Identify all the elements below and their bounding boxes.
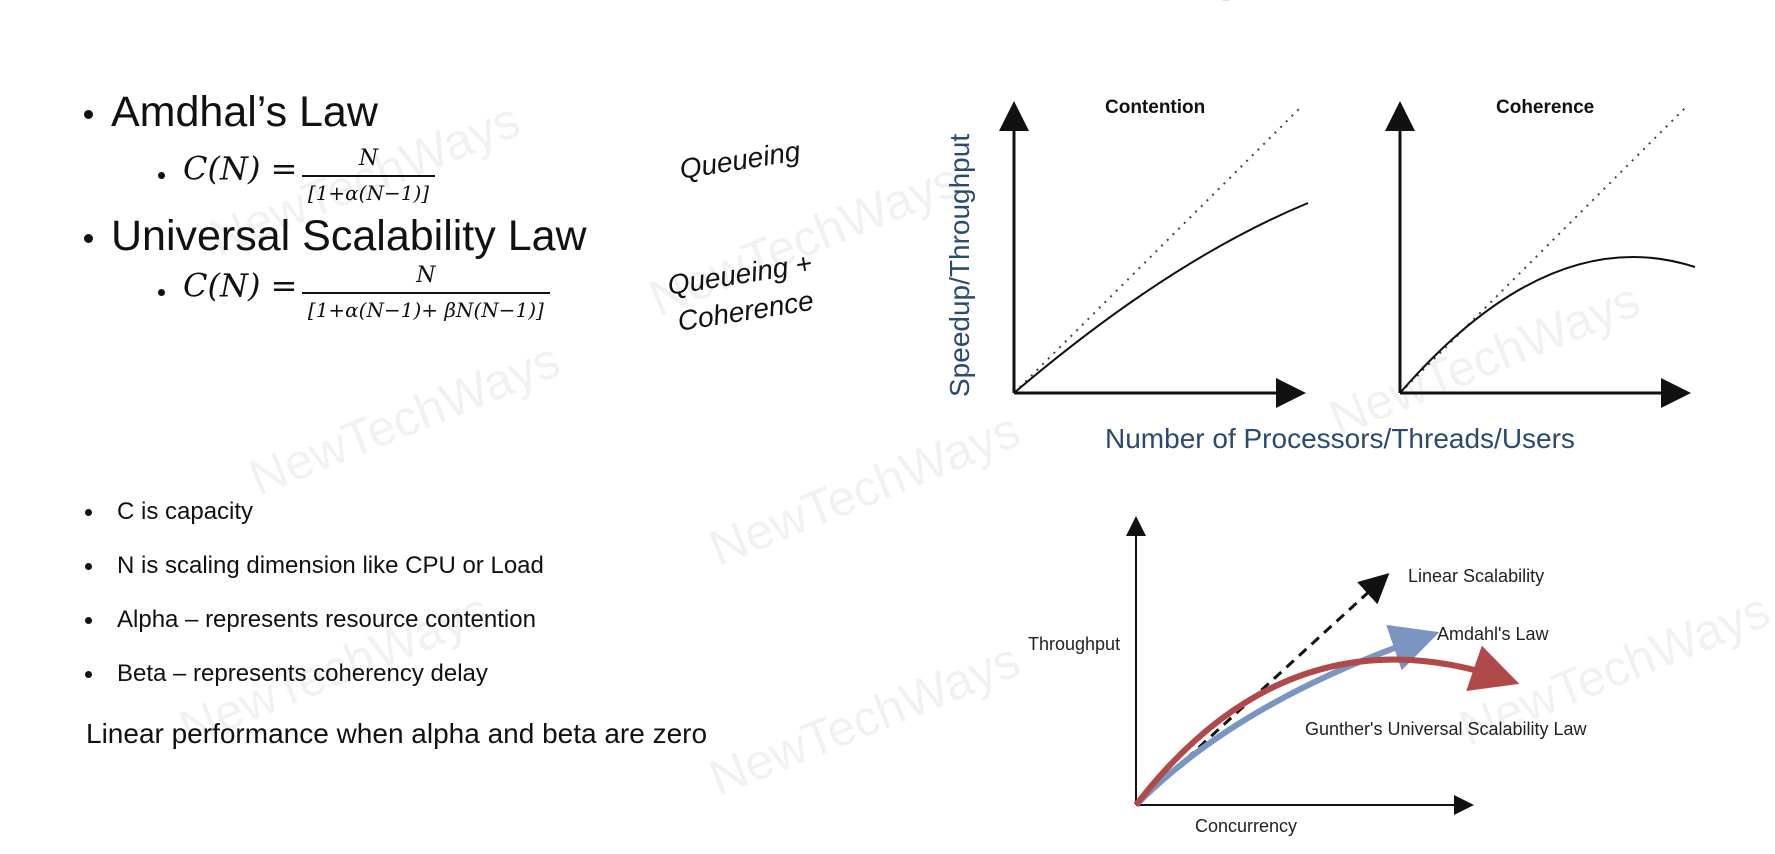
formula-usl: C(N) = N [1+α(N−1)+ βN(N−1)] xyxy=(158,263,550,322)
watermark: NewTechWays xyxy=(241,331,568,507)
series-label-amdahl: Amdahl's Law xyxy=(1437,624,1549,644)
bottom-chart: Linear Scalability Amdahl's Law Gunther'… xyxy=(1028,516,1588,836)
series-label-usl: Gunther's Universal Scalability Law xyxy=(1305,719,1588,739)
conclusion-text: Linear performance when alpha and beta a… xyxy=(86,718,708,749)
x-axis-label: Concurrency xyxy=(1195,816,1297,836)
formula-fraction: N [1+α(N−1)+ βN(N−1)] xyxy=(301,263,550,322)
formula-denominator: [1+α(N−1)] xyxy=(301,175,436,205)
top-charts: Speedup/Throughput Contention Coherence … xyxy=(944,97,1696,454)
list-item: Alpha – represents resource contention xyxy=(85,606,536,634)
list-item: N is scaling dimension like CPU or Load xyxy=(85,552,544,580)
coherence-curve xyxy=(1399,256,1696,394)
title-fragment xyxy=(1195,0,1265,12)
formula-denominator: [1+α(N−1)+ βN(N−1)] xyxy=(301,292,550,322)
list-item: Beta – represents coherency delay xyxy=(85,660,488,688)
contention-curve xyxy=(1013,202,1309,394)
x-axis-label: Number of Processors/Threads/Users xyxy=(1105,423,1575,454)
bullet-icon xyxy=(158,172,165,179)
linear-reference-line xyxy=(1013,107,1301,394)
formula-amdahl: C(N) = N [1+α(N−1)] xyxy=(158,146,436,205)
panel-title: Contention xyxy=(1105,97,1205,118)
formula-fraction: N [1+α(N−1)] xyxy=(301,146,436,205)
formula-numerator: N xyxy=(358,146,379,171)
law-usl: Universal Scalability Law xyxy=(84,212,587,261)
y-axis-label: Throughput xyxy=(1028,634,1120,654)
panel-title: Coherence xyxy=(1496,97,1594,118)
annotation-queueing: Queueing xyxy=(677,135,803,185)
bullet-icon xyxy=(158,289,165,296)
formula-lhs: C(N) = xyxy=(183,266,298,305)
bullet-icon xyxy=(84,110,93,120)
formula-lhs: C(N) = xyxy=(183,149,298,188)
law-amdahl: Amdhal’s Law xyxy=(84,88,378,137)
series-label-linear: Linear Scalability xyxy=(1408,566,1544,586)
bullet-icon xyxy=(85,671,92,679)
y-axis-label: Speedup/Throughput xyxy=(944,134,975,397)
list-item: C is capacity xyxy=(85,498,253,526)
bullet-icon xyxy=(85,617,92,625)
bullet-icon xyxy=(85,509,92,517)
bullet-icon xyxy=(85,563,92,571)
formula-numerator: N xyxy=(416,263,436,288)
bullet-icon xyxy=(84,234,93,244)
series-usl xyxy=(1133,645,1520,807)
law-name: Universal Scalability Law xyxy=(111,212,587,260)
linear-reference-line xyxy=(1399,107,1686,394)
law-name: Amdhal’s Law xyxy=(111,88,378,136)
series-amdahls-law xyxy=(1133,624,1440,808)
watermark: NewTechWays xyxy=(701,631,1028,807)
